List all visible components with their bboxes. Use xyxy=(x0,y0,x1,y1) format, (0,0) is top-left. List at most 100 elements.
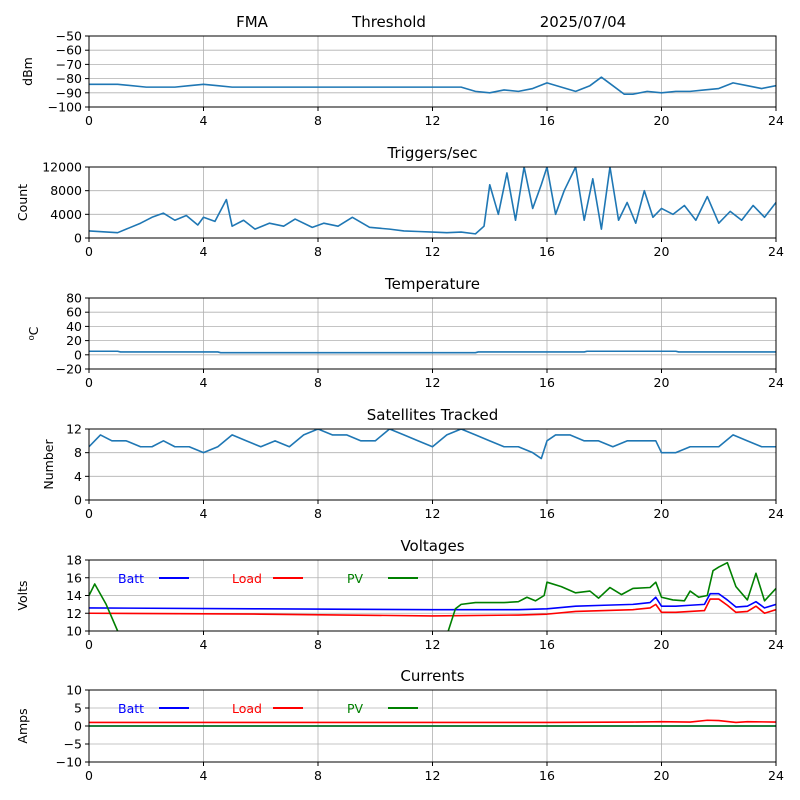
x-tick-label: 4 xyxy=(200,244,208,259)
y-tick-label: 12000 xyxy=(42,160,82,175)
x-tick-label: 0 xyxy=(85,768,93,783)
x-tick-label: 24 xyxy=(768,244,784,259)
header-left: FMA xyxy=(236,13,269,31)
panel-5: 0 4 8 12 16 20 24 −10 −5 0 5 10 Amps Currents Batt Load… xyxy=(15,667,784,783)
x-tick-label: 8 xyxy=(314,113,322,128)
x-tick-label: 4 xyxy=(200,113,208,128)
panel-title: Currents xyxy=(400,667,464,685)
x-tick-label: 4 xyxy=(200,768,208,783)
legend-label-load: Load xyxy=(232,571,262,586)
y-tick-label: −80 xyxy=(56,71,82,86)
series-line-load xyxy=(89,719,776,724)
x-tick-label: 16 xyxy=(539,375,555,390)
y-axis-label: Amps xyxy=(15,708,30,743)
y-tick-label: −10 xyxy=(56,755,82,770)
y-tick-label: 18 xyxy=(66,553,82,568)
y-tick-label: 5 xyxy=(74,701,82,716)
x-tick-label: 12 xyxy=(425,244,441,259)
x-tick-label: 8 xyxy=(314,244,322,259)
series-line-3 xyxy=(89,429,776,460)
panel-title: Temperature xyxy=(384,275,480,293)
x-tick-label: 0 xyxy=(85,244,93,259)
y-tick-label: 8 xyxy=(74,445,82,460)
series-line-batt xyxy=(89,592,776,611)
legend-label-pv: PV xyxy=(347,701,364,716)
series-group-4 xyxy=(89,561,776,631)
y-tick-label: 14 xyxy=(66,588,82,603)
x-tick-label: 0 xyxy=(85,637,93,652)
x-tick-label: 20 xyxy=(654,506,670,521)
x-tick-label: 4 xyxy=(200,375,208,390)
x-tick-label: 20 xyxy=(654,768,670,783)
x-tick-label: 20 xyxy=(654,113,670,128)
x-tick-label: 0 xyxy=(85,506,93,521)
legend-label-batt: Batt xyxy=(118,701,144,716)
y-axis-label: Number xyxy=(41,439,56,490)
x-tick-label: 8 xyxy=(314,506,322,521)
series-group-1 xyxy=(89,167,776,235)
x-tick-label: 24 xyxy=(768,637,784,652)
y-tick-label: −50 xyxy=(56,29,82,44)
y-tick-label: 12 xyxy=(66,422,82,437)
y-tick-label: −20 xyxy=(56,362,82,377)
series-line-0 xyxy=(89,76,776,96)
header-right: 2025/07/04 xyxy=(540,13,626,31)
x-tick-label: 16 xyxy=(539,637,555,652)
x-tick-label: 16 xyxy=(539,244,555,259)
legend-label-pv: PV xyxy=(347,571,364,586)
x-tick-label: 20 xyxy=(654,637,670,652)
x-tick-label: 16 xyxy=(539,768,555,783)
y-tick-label: 0 xyxy=(74,719,82,734)
y-tick-label: 60 xyxy=(66,305,82,320)
x-tick-label: 4 xyxy=(200,506,208,521)
x-tick-label: 20 xyxy=(654,244,670,259)
y-axis-label: dBm xyxy=(20,57,35,86)
x-tick-label: 4 xyxy=(200,637,208,652)
panel-title: Satellites Tracked xyxy=(367,406,498,424)
series-line-pv xyxy=(89,561,776,631)
y-tick-label: −60 xyxy=(56,43,82,58)
panel-title: Voltages xyxy=(400,537,464,555)
y-tick-label: −90 xyxy=(56,85,82,100)
x-tick-label: 0 xyxy=(85,113,93,128)
panel-3: 0 4 8 12 16 20 24 0 4 8 12 Number Satellites Tracked xyxy=(41,406,784,521)
panel-title: Triggers/sec xyxy=(387,144,478,162)
x-tick-label: 20 xyxy=(654,375,670,390)
panel-1: 0 4 8 12 16 20 24 0 4000 8000 12000 Count Triggers/s… xyxy=(15,144,784,259)
panel-4: 0 4 8 12 16 20 24 10 12 14 16 18 Volts Voltages Batt Lo… xyxy=(15,537,784,652)
x-tick-label: 12 xyxy=(425,768,441,783)
panel-0: 0 4 8 12 16 20 24 −100−90−80−70−60−50 dBm xyxy=(20,29,784,129)
series-line-1 xyxy=(89,167,776,235)
x-tick-label: 24 xyxy=(768,113,784,128)
x-tick-label: 16 xyxy=(539,506,555,521)
y-tick-label: 8000 xyxy=(50,183,82,198)
y-tick-label: 80 xyxy=(66,291,82,306)
y-tick-label: 10 xyxy=(66,624,82,639)
series-group-2 xyxy=(89,350,776,354)
y-tick-label: 0 xyxy=(74,493,82,508)
legend-label-batt: Batt xyxy=(118,571,144,586)
y-axis-label: ⁰C xyxy=(26,326,41,340)
y-tick-label: 20 xyxy=(66,333,82,348)
x-tick-label: 12 xyxy=(425,506,441,521)
header-middle: Threshold xyxy=(351,13,426,31)
y-tick-label: 4 xyxy=(74,469,82,484)
x-tick-label: 8 xyxy=(314,375,322,390)
y-tick-label: 40 xyxy=(66,319,82,334)
x-tick-label: 8 xyxy=(314,768,322,783)
x-tick-label: 24 xyxy=(768,768,784,783)
x-tick-label: 12 xyxy=(425,637,441,652)
x-tick-label: 16 xyxy=(539,113,555,128)
y-tick-label: 12 xyxy=(66,606,82,621)
y-tick-label: 0 xyxy=(74,347,82,362)
y-axis-label: Volts xyxy=(15,580,30,610)
x-tick-label: 12 xyxy=(425,375,441,390)
series-group-0 xyxy=(89,76,776,96)
legend-label-load: Load xyxy=(232,701,262,716)
series-line-load xyxy=(89,598,776,617)
y-tick-label: 16 xyxy=(66,570,82,585)
x-tick-label: 8 xyxy=(314,637,322,652)
y-axis-label: Count xyxy=(15,184,30,221)
y-tick-label: −70 xyxy=(56,57,82,72)
